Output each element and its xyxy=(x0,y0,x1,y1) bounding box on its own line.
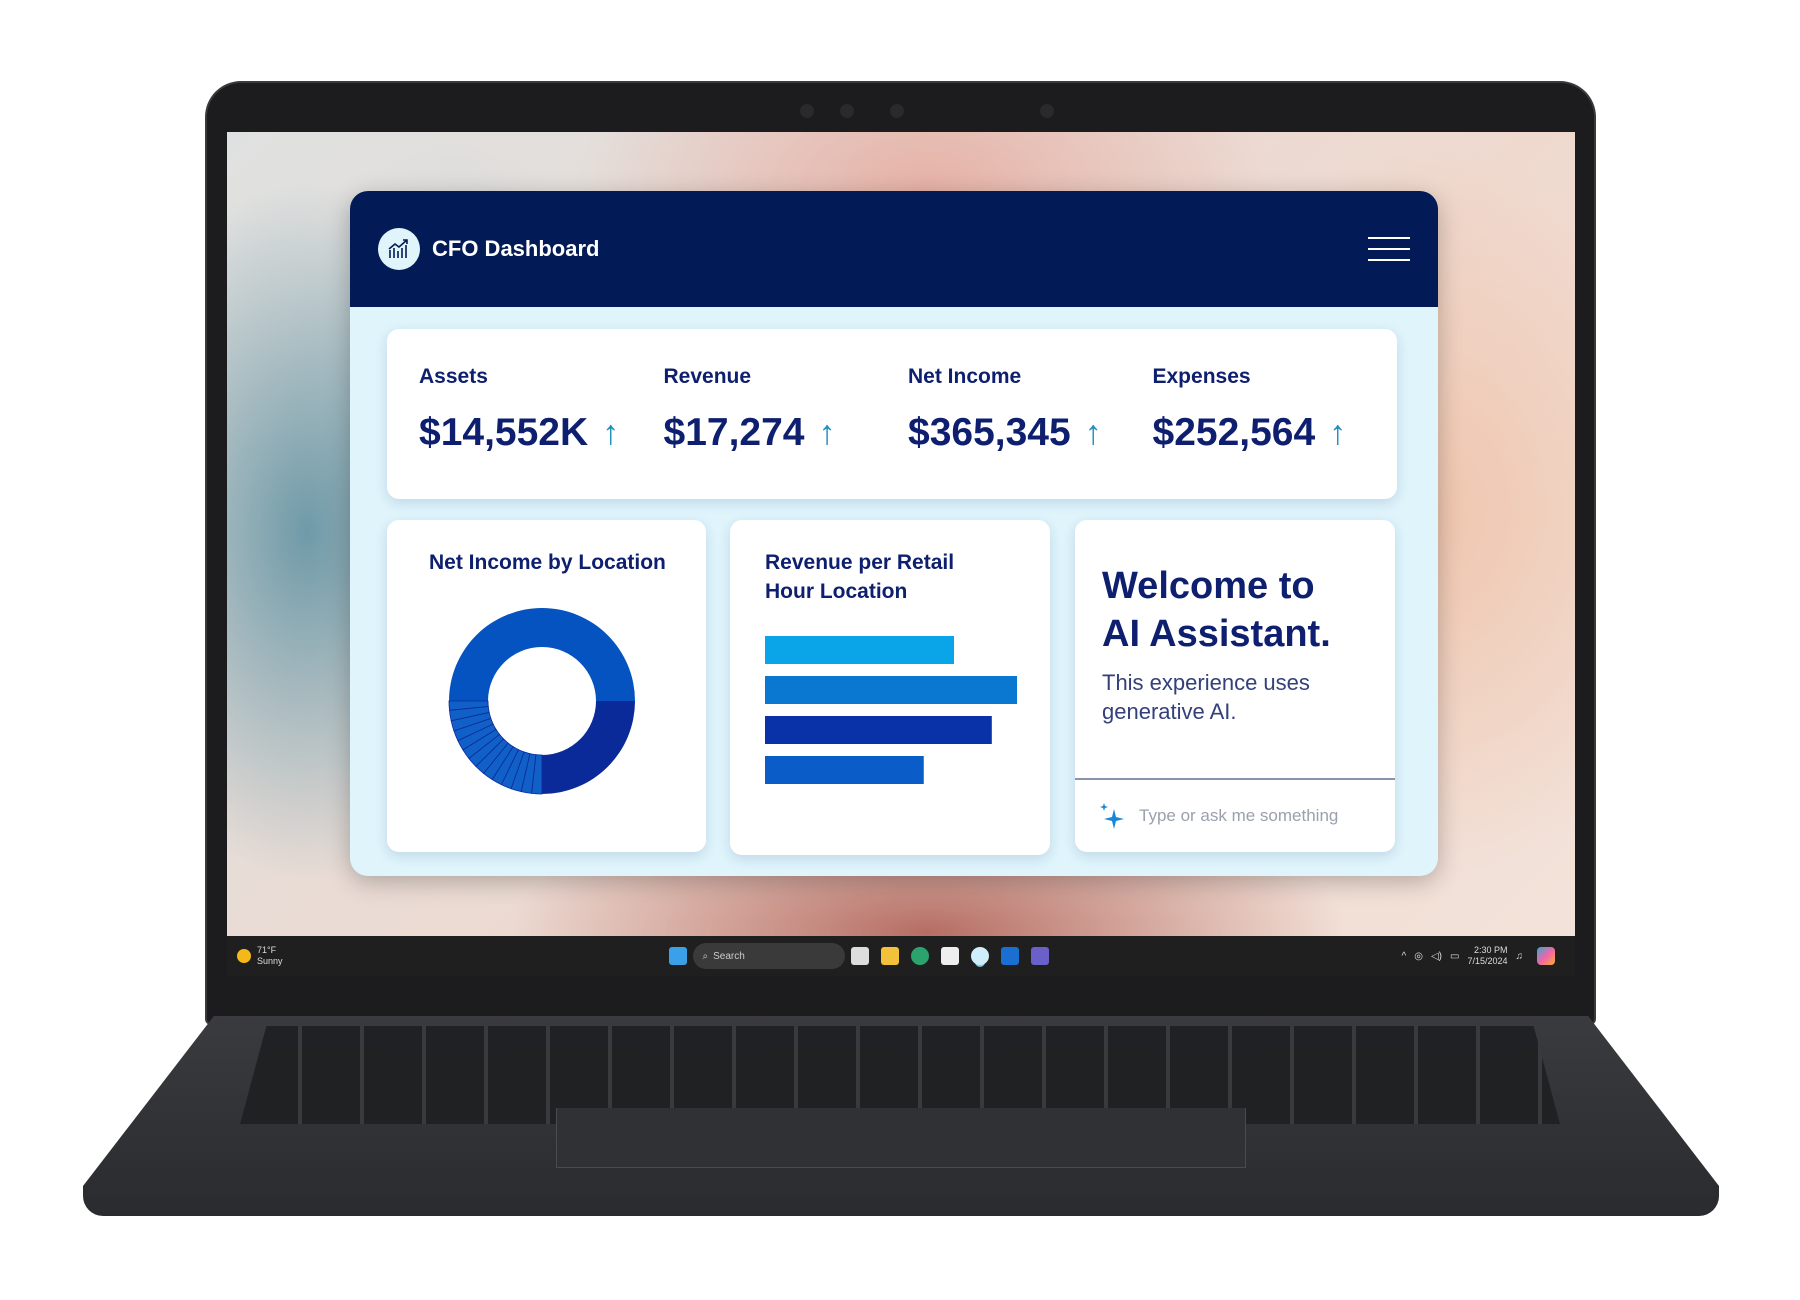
donut-chart xyxy=(448,608,635,795)
ai-assistant-card: Welcome to AI Assistant. This experience … xyxy=(1075,520,1395,852)
chart-title: Revenue per Retail Hour Location xyxy=(765,551,955,603)
kpi-card: Assets $14,552K ↑ Revenue $17,274 ↑ Net Inco… xyxy=(387,329,1397,499)
touchpad[interactable] xyxy=(556,1108,1246,1168)
chevron-up-icon[interactable]: ^ xyxy=(1401,950,1407,962)
ai-subtitle: This experience uses generative AI. xyxy=(1102,670,1310,724)
kpi-label: Revenue xyxy=(663,365,752,388)
hamburger-menu-icon[interactable] xyxy=(1368,237,1410,261)
kpi-expenses: Expenses $252,564 ↑ xyxy=(1153,365,1398,499)
donut-slice[interactable] xyxy=(448,700,489,711)
kpi-net-income: Net Income $365,345 ↑ xyxy=(908,365,1153,499)
edge-icon[interactable] xyxy=(910,947,929,965)
arrow-up-icon: ↑ xyxy=(1084,413,1102,452)
outlook-icon[interactable] xyxy=(1000,947,1019,965)
donut-slice[interactable] xyxy=(449,608,635,701)
file-explorer-icon[interactable] xyxy=(880,947,899,965)
task-view-icon[interactable] xyxy=(850,947,869,965)
bar[interactable] xyxy=(765,676,1017,704)
taskbar-search[interactable]: ⌕ Search xyxy=(692,943,845,969)
sun-icon xyxy=(237,949,251,963)
donut-slice[interactable] xyxy=(542,701,635,794)
clock[interactable]: 2:30 PM 7/15/2024 xyxy=(1467,945,1508,966)
bar[interactable] xyxy=(765,756,924,784)
bar-chart xyxy=(765,636,1017,784)
network-icon[interactable]: ◎ xyxy=(1414,950,1423,962)
windows-start-icon[interactable] xyxy=(668,947,687,965)
kpi-value: $365,345 xyxy=(908,411,1071,454)
arrow-up-icon: ↑ xyxy=(1329,413,1347,452)
chart-logo-icon xyxy=(378,228,420,270)
kpi-value: $14,552K xyxy=(419,411,589,454)
bar[interactable] xyxy=(765,636,954,664)
ai-prompt-input[interactable]: Type or ask me something xyxy=(1075,778,1395,852)
store-icon[interactable] xyxy=(940,947,959,965)
ai-title: Welcome to AI Assistant. xyxy=(1102,565,1331,655)
volume-icon[interactable]: ◁) xyxy=(1430,950,1442,962)
kpi-revenue: Revenue $17,274 ↑ xyxy=(664,365,909,499)
copilot-icon[interactable] xyxy=(1537,947,1555,965)
bar[interactable] xyxy=(765,716,992,744)
kpi-assets: Assets $14,552K ↑ xyxy=(419,365,664,499)
kpi-label: Expenses xyxy=(1152,365,1251,388)
search-icon: ⌕ xyxy=(702,950,709,962)
weather-temp: 71°F xyxy=(257,945,277,955)
battery-icon[interactable]: ▭ xyxy=(1450,950,1460,962)
weather-widget[interactable]: 71°F Sunny xyxy=(237,945,283,967)
screen: CFO Dashboard Assets $14,552K ↑ Revenue $17… xyxy=(227,132,1575,976)
net-income-card[interactable]: Net Income by Location xyxy=(387,520,706,852)
kpi-value: $252,564 xyxy=(1152,411,1316,454)
sparkle-icon xyxy=(1100,803,1124,829)
kpi-label: Assets xyxy=(419,365,488,388)
kpi-label: Net Income xyxy=(908,365,1022,388)
keyboard xyxy=(240,1026,1560,1124)
chart-title: Net Income by Location xyxy=(429,551,666,574)
cfo-dashboard-window: CFO Dashboard Assets $14,552K ↑ Revenue $17… xyxy=(350,191,1438,876)
bell-icon[interactable]: ♫ xyxy=(1515,950,1524,962)
revenue-per-hour-card[interactable]: Revenue per Retail Hour Location xyxy=(730,520,1050,855)
ai-placeholder: Type or ask me something xyxy=(1139,806,1339,825)
weather-desc: Sunny xyxy=(257,956,283,966)
cfo-dashboard-app-icon[interactable] xyxy=(970,947,989,965)
arrow-up-icon: ↑ xyxy=(818,413,836,452)
teams-icon[interactable] xyxy=(1030,947,1049,965)
kpi-value: $17,274 xyxy=(663,411,805,454)
app-title: CFO Dashboard xyxy=(432,236,600,261)
webcam-bar xyxy=(790,100,1060,122)
dashboard-header: CFO Dashboard xyxy=(350,191,1438,307)
taskbar: 71°F Sunny ⌕ Search ^ ◎ ◁) ▭ 2:30 PM 7/15/2… xyxy=(227,936,1575,976)
arrow-up-icon: ↑ xyxy=(602,413,620,452)
